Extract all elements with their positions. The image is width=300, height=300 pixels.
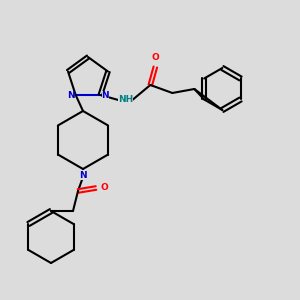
Text: NH: NH: [118, 95, 133, 104]
Text: O: O: [100, 184, 108, 193]
Text: N: N: [79, 170, 87, 179]
Text: N: N: [67, 92, 74, 100]
Text: O: O: [152, 53, 159, 62]
Text: N: N: [101, 92, 109, 100]
